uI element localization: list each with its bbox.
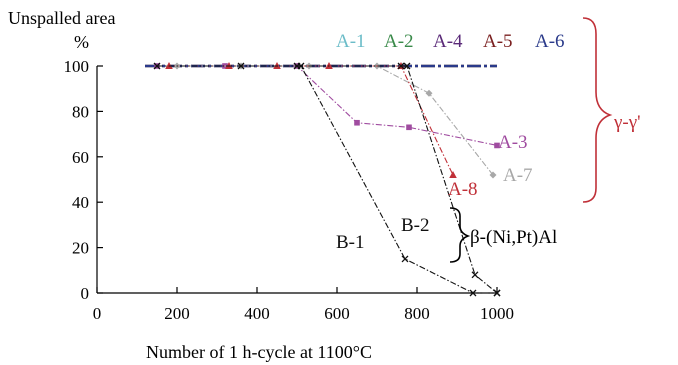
series-label-a6: A-6 [535, 31, 565, 52]
series-label-a4: A-4 [433, 31, 463, 52]
series-label-a2: A-2 [384, 31, 414, 52]
y-axis-unit: % [74, 32, 89, 52]
series-label-b2: B-2 [401, 215, 430, 236]
y-tick-label: 100 [64, 57, 90, 76]
x-tick-label: 1000 [480, 304, 514, 323]
data-point-b-1 [469, 289, 477, 297]
data-point-b-2 [397, 62, 405, 70]
y-tick-label: 80 [72, 102, 89, 121]
series-label-a7: A-7 [503, 165, 533, 186]
series-line-b-2 [297, 65, 498, 294]
beta-brace [449, 207, 471, 263]
y-ticks: 0 20 40 60 80 100 [64, 57, 103, 303]
data-point-b-2 [403, 62, 411, 70]
x-tick-label: 800 [404, 304, 430, 323]
beta-group-label: β-(Ni,Pt)Al [470, 227, 557, 248]
series-label-a8: A-8 [448, 179, 478, 200]
y-axis-title: Unspalled area [8, 8, 115, 28]
series-line-b-1 [157, 65, 497, 294]
y-tick-label: 20 [72, 239, 89, 258]
data-point-a-7 [425, 89, 433, 97]
x-tick-label: 200 [164, 304, 190, 323]
y-tick-label: 40 [72, 193, 89, 212]
series-label-a5: A-5 [483, 31, 513, 52]
series-label-b1: B-1 [336, 232, 365, 253]
x-ticks: 0 200 400 600 800 1000 [93, 287, 514, 323]
series-line-a-3 [157, 65, 498, 146]
data-point-b-2 [493, 289, 501, 297]
data-point-a-3 [354, 119, 360, 126]
x-axis-title: Number of 1 h-cycle at 1100°C [146, 342, 372, 362]
data-point-a-3 [406, 124, 412, 131]
data-point-b-1 [401, 255, 409, 263]
data-point-b-2 [471, 271, 479, 279]
data-point-a-3 [494, 142, 500, 149]
gamma-brace [582, 17, 613, 203]
data-point-b-1 [153, 62, 161, 70]
data-point-a-7 [489, 171, 497, 179]
y-tick-label: 0 [81, 284, 90, 303]
series-layer [145, 62, 501, 297]
x-tick-label: 400 [244, 304, 270, 323]
x-tick-label: 0 [93, 304, 102, 323]
y-tick-label: 60 [72, 148, 89, 167]
data-point-a-8 [449, 170, 457, 178]
data-point-b-2 [293, 62, 301, 70]
gamma-group-label: γ-γ' [613, 112, 641, 133]
series-label-a3: A-3 [498, 132, 528, 153]
data-point-b-1 [237, 62, 245, 70]
series-label-a1: A-1 [336, 31, 366, 52]
x-tick-label: 600 [324, 304, 350, 323]
series-line-a-8 [169, 65, 454, 176]
